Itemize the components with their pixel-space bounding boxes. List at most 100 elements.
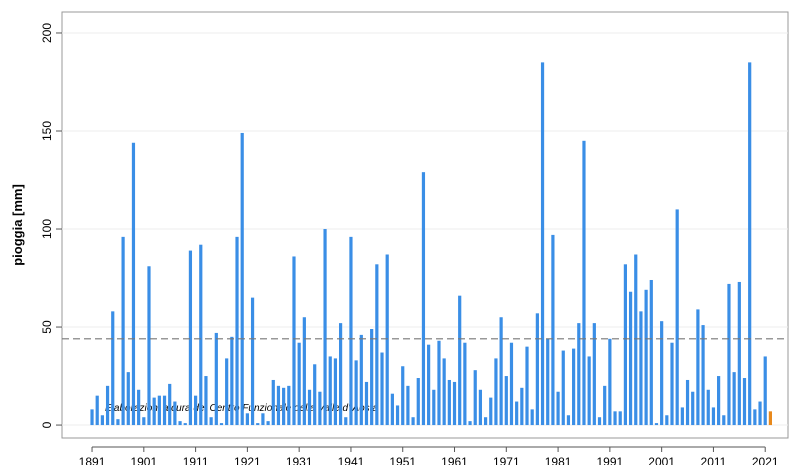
- bar: [577, 323, 581, 426]
- bar: [701, 325, 705, 426]
- bar: [338, 323, 343, 426]
- bar: [597, 417, 602, 426]
- bar: [318, 391, 322, 426]
- bar: [219, 423, 224, 426]
- bar: [540, 62, 545, 426]
- bar: [680, 407, 684, 426]
- x-tick-label: 1891: [79, 455, 106, 465]
- bar: [307, 389, 312, 426]
- bar: [116, 419, 120, 426]
- bar: [732, 372, 736, 426]
- bar: [380, 352, 384, 426]
- bar: [447, 379, 451, 426]
- bar: [706, 389, 710, 426]
- y-tick-label: 0: [40, 421, 54, 428]
- bar: [162, 395, 167, 426]
- x-tick-label: 1961: [441, 455, 468, 465]
- bar: [628, 291, 633, 426]
- bar: [105, 385, 110, 426]
- bar: [535, 313, 539, 426]
- bar: [245, 413, 249, 426]
- bar: [313, 364, 317, 426]
- x-tick-label: 1911: [183, 455, 209, 465]
- bar: [665, 415, 669, 426]
- bar: [763, 356, 767, 426]
- bar: [468, 421, 472, 426]
- bar: [551, 234, 555, 426]
- bar: [157, 395, 161, 426]
- bar: [520, 387, 524, 426]
- x-tick-label: 1941: [338, 455, 365, 465]
- bar: [525, 346, 529, 426]
- bar: [483, 417, 488, 426]
- bar: [287, 385, 291, 426]
- bar: [178, 421, 182, 426]
- y-tick-label: 200: [40, 23, 54, 43]
- bar: [530, 409, 534, 426]
- bar: [556, 391, 560, 426]
- bar: [437, 340, 441, 426]
- bar: [271, 379, 275, 426]
- bar: [152, 397, 156, 426]
- bar: [639, 311, 643, 426]
- bar: [748, 62, 752, 426]
- bar: [209, 417, 213, 426]
- bar: [390, 393, 394, 426]
- y-tick-label: 100: [40, 219, 54, 239]
- bar: [634, 254, 638, 426]
- bar: [333, 358, 338, 426]
- bar: [147, 266, 151, 426]
- bar: [737, 281, 741, 426]
- bar: [349, 236, 353, 426]
- bar: [111, 311, 115, 426]
- bar: [717, 376, 721, 426]
- bar: [194, 395, 198, 426]
- bar: [670, 342, 674, 426]
- bar: [204, 376, 208, 426]
- bar: [421, 172, 426, 426]
- bar: [515, 401, 519, 426]
- bar: [240, 132, 244, 426]
- bar: [235, 236, 239, 426]
- bar: [188, 250, 193, 426]
- bar: [432, 389, 436, 426]
- bar: [499, 317, 503, 426]
- bar: [654, 423, 659, 426]
- bar: [758, 401, 762, 426]
- bar: [168, 383, 172, 426]
- bar: [214, 332, 218, 426]
- bar: [618, 411, 622, 426]
- bar: [463, 342, 467, 426]
- bar: [302, 317, 306, 426]
- bar: [95, 395, 99, 426]
- bar: [458, 295, 462, 426]
- bar: [572, 348, 576, 426]
- bar: [566, 415, 571, 426]
- bar: [292, 256, 296, 426]
- bar: [768, 411, 772, 426]
- bar: [406, 385, 410, 426]
- bar: [649, 279, 653, 426]
- bar: [411, 417, 415, 426]
- bar: [494, 358, 498, 426]
- bar: [261, 413, 265, 426]
- x-tick-label: 1951: [389, 455, 416, 465]
- bar: [582, 140, 586, 426]
- bar: [603, 385, 607, 426]
- bar: [385, 254, 389, 426]
- bar: [359, 334, 363, 426]
- x-tick-label: 1991: [597, 455, 624, 465]
- bar: [452, 381, 457, 426]
- x-tick-label: 2011: [701, 455, 727, 465]
- plot-frame: [61, 11, 789, 439]
- bar: [173, 401, 177, 426]
- bar: [691, 391, 695, 426]
- bar: [546, 338, 550, 426]
- y-tick-label: 150: [40, 121, 54, 141]
- bar: [131, 142, 136, 426]
- bar: [126, 372, 130, 426]
- bar: [509, 342, 514, 426]
- bar: [344, 417, 348, 426]
- bar: [587, 356, 591, 426]
- x-tick-label: 1901: [130, 455, 157, 465]
